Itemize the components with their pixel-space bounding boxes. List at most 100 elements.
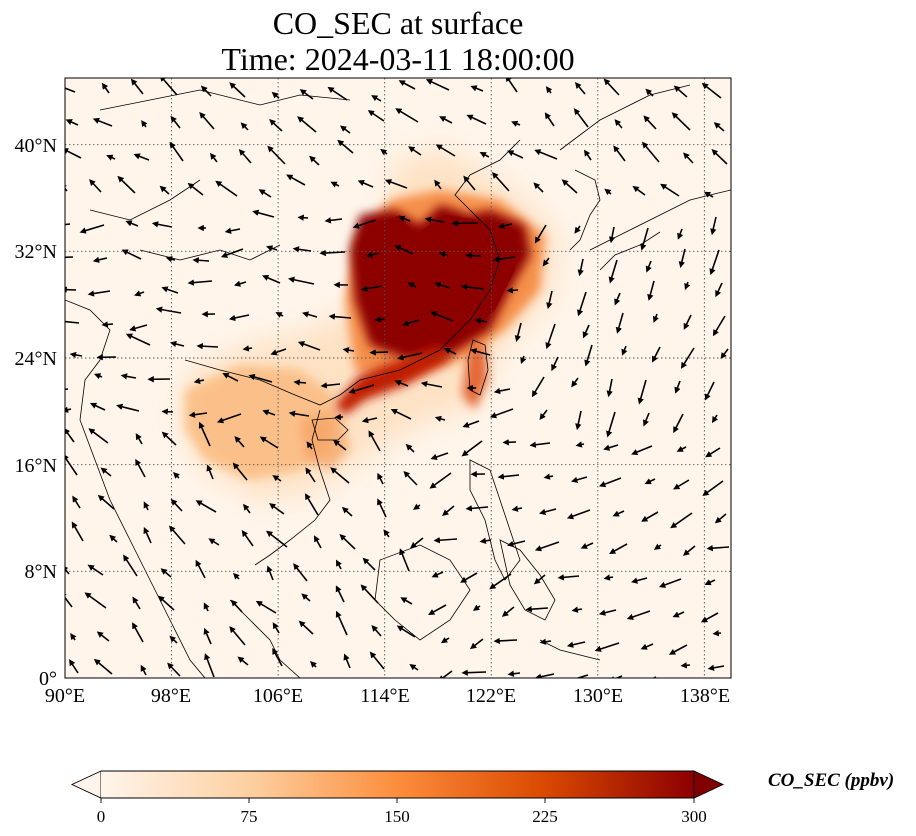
colorbar-extend-min bbox=[70, 770, 102, 799]
wind-arrow bbox=[238, 148, 252, 164]
wind-arrow bbox=[297, 341, 321, 351]
wind-arrow bbox=[674, 380, 681, 394]
wind-arrow bbox=[272, 622, 280, 634]
wind-arrow bbox=[297, 116, 317, 133]
wind-arrow bbox=[365, 251, 380, 258]
wind-arrow bbox=[410, 537, 424, 549]
wind-arrow bbox=[705, 447, 721, 458]
wind-arrow bbox=[143, 501, 150, 511]
map-frame bbox=[64, 77, 732, 679]
wind-arrow bbox=[612, 510, 625, 517]
wind-arrow bbox=[242, 345, 253, 352]
wind-arrow bbox=[437, 670, 453, 678]
wind-arrow bbox=[88, 428, 109, 444]
wind-arrow bbox=[196, 343, 219, 350]
wind-arrow bbox=[566, 509, 591, 520]
wind-arrow bbox=[237, 656, 249, 666]
wind-arrow bbox=[195, 500, 217, 513]
wind-arrow bbox=[443, 347, 457, 355]
wind-arrow bbox=[125, 220, 139, 227]
wind-arrow bbox=[101, 321, 114, 328]
wind-arrow bbox=[571, 606, 583, 613]
lat-tick-40: 40°N bbox=[15, 135, 57, 157]
wind-arrow bbox=[65, 182, 68, 192]
wind-arrow bbox=[395, 108, 419, 123]
wind-arrow bbox=[169, 141, 184, 162]
wind-arrow bbox=[159, 185, 170, 195]
wind-arrow bbox=[460, 572, 478, 583]
wind-arrow bbox=[507, 670, 521, 677]
colorbar-tick-150: 150 bbox=[384, 807, 410, 826]
wind-arrow bbox=[241, 530, 254, 547]
wind-arrow bbox=[330, 181, 340, 188]
wind-arrow bbox=[116, 403, 140, 412]
wind-arrow bbox=[491, 171, 510, 192]
wind-arrow bbox=[135, 458, 146, 478]
wind-arrow bbox=[100, 467, 112, 477]
wind-arrow bbox=[631, 577, 648, 584]
wind-arrow bbox=[574, 225, 581, 234]
wind-arrow bbox=[461, 440, 483, 457]
colorbar-tick-75: 75 bbox=[241, 807, 258, 826]
wind-arrow bbox=[248, 373, 273, 383]
wind-arrow bbox=[65, 256, 74, 259]
wind-arrow bbox=[706, 544, 730, 552]
lon-tick-138: 138°E bbox=[680, 685, 730, 707]
wind-arrow bbox=[398, 215, 411, 222]
wind-arrow bbox=[339, 534, 356, 550]
wind-arrow bbox=[604, 188, 612, 196]
wind-arrow bbox=[525, 605, 549, 613]
wind-arrow bbox=[79, 224, 105, 234]
wind-arrow bbox=[170, 498, 183, 512]
wind-arrow bbox=[199, 111, 215, 130]
wind-arrow bbox=[668, 644, 688, 655]
wind-arrow bbox=[233, 572, 240, 580]
wind-arrow bbox=[710, 216, 717, 236]
wind-arrow bbox=[89, 179, 102, 193]
wind-arrow bbox=[343, 653, 351, 669]
wind-arrow bbox=[188, 411, 208, 418]
wind-arrow bbox=[65, 427, 75, 443]
wind-arrow bbox=[94, 373, 103, 380]
wind-arrow bbox=[514, 322, 522, 342]
wind-arrow bbox=[571, 476, 588, 483]
wind-arrow bbox=[161, 431, 177, 446]
wind-arrow bbox=[204, 653, 215, 678]
wind-arrow bbox=[367, 110, 385, 122]
wind-arrow bbox=[398, 80, 416, 90]
wind-arrow bbox=[165, 256, 176, 263]
wind-arrow bbox=[711, 414, 719, 424]
wind-arrow bbox=[160, 568, 172, 578]
wind-arrow bbox=[390, 409, 412, 420]
wind-arrow bbox=[200, 85, 212, 97]
wind-arrow bbox=[584, 344, 593, 367]
wind-arrow bbox=[65, 565, 70, 575]
wind-arrow bbox=[335, 559, 342, 570]
wind-arrow bbox=[262, 409, 276, 416]
wind-arrow bbox=[598, 609, 617, 616]
wind-arrow bbox=[658, 578, 682, 588]
wind-arrow bbox=[438, 251, 448, 258]
wind-arrow bbox=[384, 179, 408, 189]
wind-arrow bbox=[377, 498, 387, 518]
wind-arrow bbox=[320, 382, 341, 389]
wind-arrow bbox=[65, 119, 79, 126]
wind-arrow bbox=[133, 153, 150, 161]
wind-arrow bbox=[652, 346, 661, 363]
wind-arrow bbox=[96, 631, 110, 642]
wind-arrow bbox=[70, 632, 77, 641]
wind-arrow bbox=[557, 574, 580, 581]
wind-arrow bbox=[377, 472, 384, 485]
wind-arrow bbox=[229, 626, 246, 646]
wind-arrow bbox=[65, 591, 73, 608]
wind-arrow bbox=[65, 223, 71, 226]
wind-arrow bbox=[683, 314, 692, 330]
wind-arrow bbox=[424, 216, 445, 223]
wind-arrow bbox=[287, 276, 315, 285]
wind-arrow bbox=[335, 585, 345, 603]
wind-arrow bbox=[408, 146, 422, 156]
colorbar-tick-0: 0 bbox=[97, 807, 106, 826]
wind-arrow bbox=[700, 612, 719, 623]
wind-arrow bbox=[252, 209, 275, 218]
wind-arrow bbox=[371, 624, 382, 637]
